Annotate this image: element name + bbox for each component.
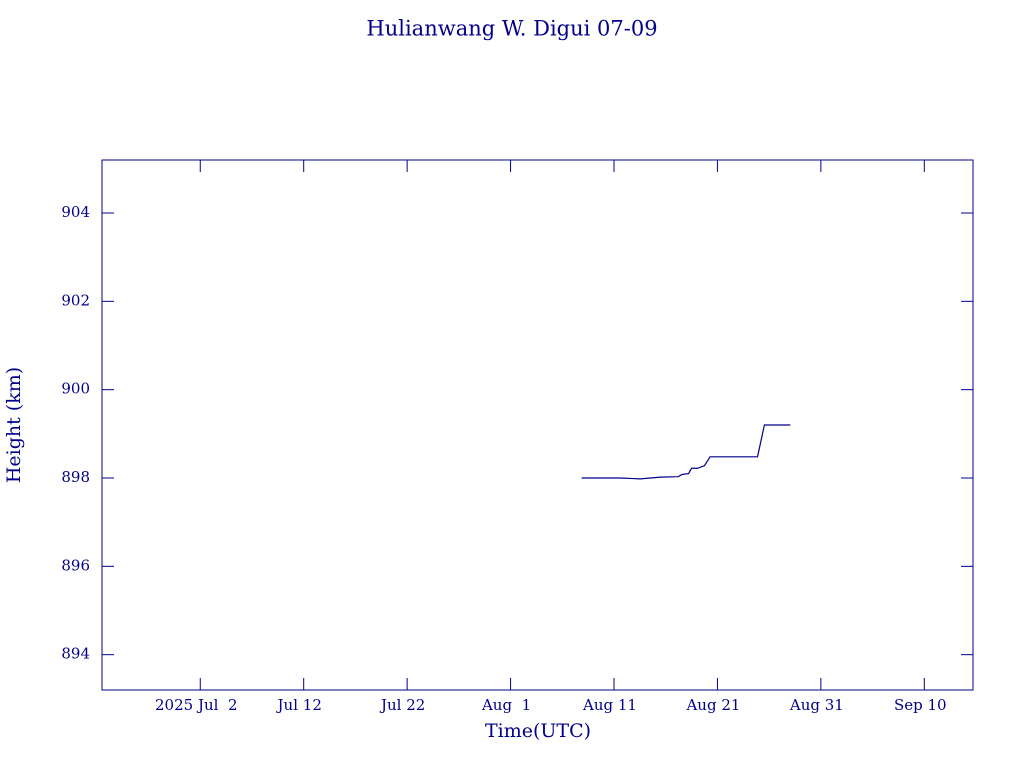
x-tick-label: Aug 11 xyxy=(582,696,637,714)
x-tick-label: Aug 1 xyxy=(481,696,531,714)
x-tick-label: Sep 10 xyxy=(894,696,947,714)
x-tick-label: Aug 21 xyxy=(685,696,740,714)
y-tick-label: 900 xyxy=(61,380,90,398)
data-line xyxy=(581,424,791,480)
chart-title: Hulianwang W. Digui 07-09 xyxy=(366,17,657,41)
x-tick-label: Jul 22 xyxy=(379,696,425,714)
y-tick-label: 894 xyxy=(61,645,90,663)
plot-frame xyxy=(101,159,974,691)
x-tick-label: Jul 12 xyxy=(276,696,322,714)
x-tick-label: Aug 31 xyxy=(789,696,844,714)
y-tick-label: 904 xyxy=(61,203,90,221)
y-axis-label: Height (km) xyxy=(3,367,25,483)
x-tick-label: 2025 Jul 2 xyxy=(155,696,238,714)
y-tick-label: 902 xyxy=(61,291,90,309)
x-axis-label: Time(UTC) xyxy=(485,720,591,742)
y-tick-label: 898 xyxy=(61,468,90,486)
y-tick-label: 896 xyxy=(61,556,90,574)
